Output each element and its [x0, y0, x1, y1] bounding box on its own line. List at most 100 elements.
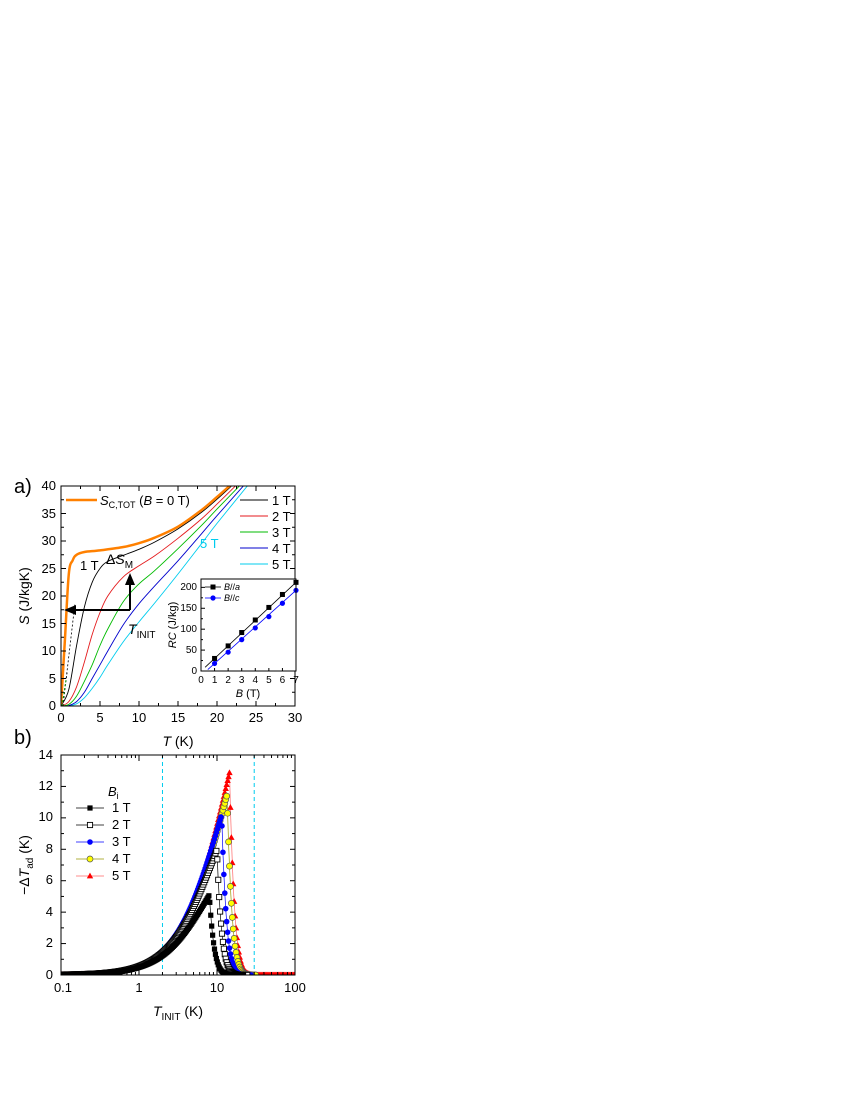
data-point-5t: [223, 781, 230, 788]
data-point-3t: [221, 871, 227, 878]
annotation-5t: 5 T: [200, 536, 219, 551]
data-point-1t: [207, 899, 213, 905]
series-line-1t: [61, 486, 233, 706]
data-point-2t: [219, 938, 226, 945]
legend-label: 1 T: [272, 493, 291, 508]
series-line-2t: [61, 486, 237, 706]
inset-point-b-c: [266, 614, 272, 620]
inset-series: [204, 579, 299, 670]
data-point-3t: [219, 823, 225, 829]
inset-xtick-labels: 0 1 2 3 4 5 6 7: [198, 675, 299, 686]
data-point-5t: [228, 834, 235, 840]
data-point-4t: [223, 792, 231, 800]
legend-label: 4 T: [112, 851, 131, 866]
inset-xlabel: B (T): [236, 688, 260, 700]
legend-label: 2 T: [112, 817, 131, 832]
inset-point-b-a: [225, 643, 231, 649]
panel-a-legend-total: SC,TOT (B = 0 T): [66, 493, 190, 510]
inset-legend-marker: [210, 584, 216, 590]
data-point-1t: [213, 955, 219, 962]
inset-point-b-a: [212, 655, 218, 661]
legend-marker-1t: [87, 805, 93, 811]
inset-ytick-labels: 0 50 100 150 200: [180, 582, 197, 677]
inset-ytick: 50: [186, 645, 198, 656]
annotation-delta-sm: ΔSM: [106, 551, 133, 571]
data-point-2t: [220, 945, 227, 952]
a-ytick: 15: [42, 616, 56, 631]
series-line-3t: [61, 486, 240, 706]
a-ytick: 10: [42, 643, 56, 658]
data-point-3t: [222, 890, 228, 896]
panel-b-xlabel: TINIT (K): [153, 1003, 203, 1023]
data-point-4t: [224, 809, 231, 817]
inset-xtick: 2: [225, 675, 231, 686]
a-xtick: 30: [288, 710, 302, 725]
inset-legend-marker: [210, 595, 216, 601]
legend-label: 4 T: [272, 541, 291, 556]
data-point-4t: [231, 942, 239, 950]
data-point-1t: [208, 912, 214, 918]
data-point-1t: [214, 959, 220, 965]
panel-a-curves: [61, 486, 248, 706]
a-ytick: 25: [42, 561, 56, 576]
a-ytick: 35: [42, 506, 56, 521]
b-ytick: 6: [46, 872, 53, 887]
data-point-5t: [225, 773, 232, 780]
inset-xtick: 4: [253, 675, 259, 686]
legend-label: 5 T: [112, 868, 131, 883]
data-point-4t: [228, 913, 236, 921]
panel-a: a) 0 5 10 15 20 25 30: [14, 476, 302, 749]
panel-a-xlabel: T (K): [162, 733, 193, 749]
series-line-total: [61, 486, 232, 706]
inset-ytick: 100: [180, 624, 197, 635]
a-xtick: 0: [57, 710, 64, 725]
a-ytick: 0: [49, 698, 56, 713]
inset-point-b-a: [279, 591, 285, 597]
b-ytick: 2: [46, 935, 53, 950]
annotation-1t: 1 T: [80, 558, 99, 573]
data-point-4t: [226, 862, 233, 870]
data-point-4t: [227, 883, 234, 890]
data-point-1t: [209, 923, 215, 929]
legend-label: 3 T: [112, 834, 131, 849]
data-point-2t: [215, 876, 222, 883]
inset-legend-label: B//a: [224, 582, 240, 592]
legend-marker-4t: [86, 855, 94, 863]
b-ytick: 8: [46, 841, 53, 856]
legend-marker-2t: [86, 821, 94, 829]
inset-frame: [200, 578, 297, 672]
data-point-1t: [240, 972, 247, 975]
series-line-4t: [61, 486, 244, 706]
a-ytick: 5: [49, 671, 56, 686]
panel-a-ticks: [60, 485, 296, 707]
inset-ylabel: RC (J/kg): [167, 602, 179, 648]
b-xtick: 100: [284, 980, 306, 995]
b-ytick: 14: [39, 747, 53, 762]
panel-b-ylabel: −ΔTad (K): [16, 835, 36, 895]
panel-b-ticks: [60, 754, 295, 976]
inset-xtick: 0: [198, 675, 204, 686]
legend-label: 3 T: [272, 525, 291, 540]
a-xtick: 10: [132, 710, 146, 725]
data-point-4t: [228, 899, 235, 907]
inset-point-b-c: [279, 600, 286, 606]
b-xtick: 1: [135, 980, 142, 995]
a-ytick: 30: [42, 533, 56, 548]
inset-ticks: [200, 586, 297, 672]
data-point-1t: [211, 946, 218, 952]
inset-point-b-c: [239, 637, 245, 643]
panel-b-legend: 1 T 2 T 3 T 4 T 5 T: [76, 800, 131, 883]
inset-point-b-c: [211, 660, 218, 667]
panel-a-xtick-labels: 0 5 10 15 20 25 30: [57, 710, 302, 725]
panel-b-label: b): [14, 727, 32, 749]
a-xtick: 5: [96, 710, 103, 725]
data-point-4t: [230, 935, 238, 942]
inset-point-b-a: [252, 617, 258, 623]
data-point-1t: [210, 932, 216, 938]
inset-ytick: 150: [180, 603, 197, 614]
data-point-5t: [292, 971, 295, 975]
data-point-2t: [217, 908, 224, 915]
inset-legend-label: B//c: [224, 593, 240, 603]
legend-label: 2 T: [272, 509, 291, 524]
